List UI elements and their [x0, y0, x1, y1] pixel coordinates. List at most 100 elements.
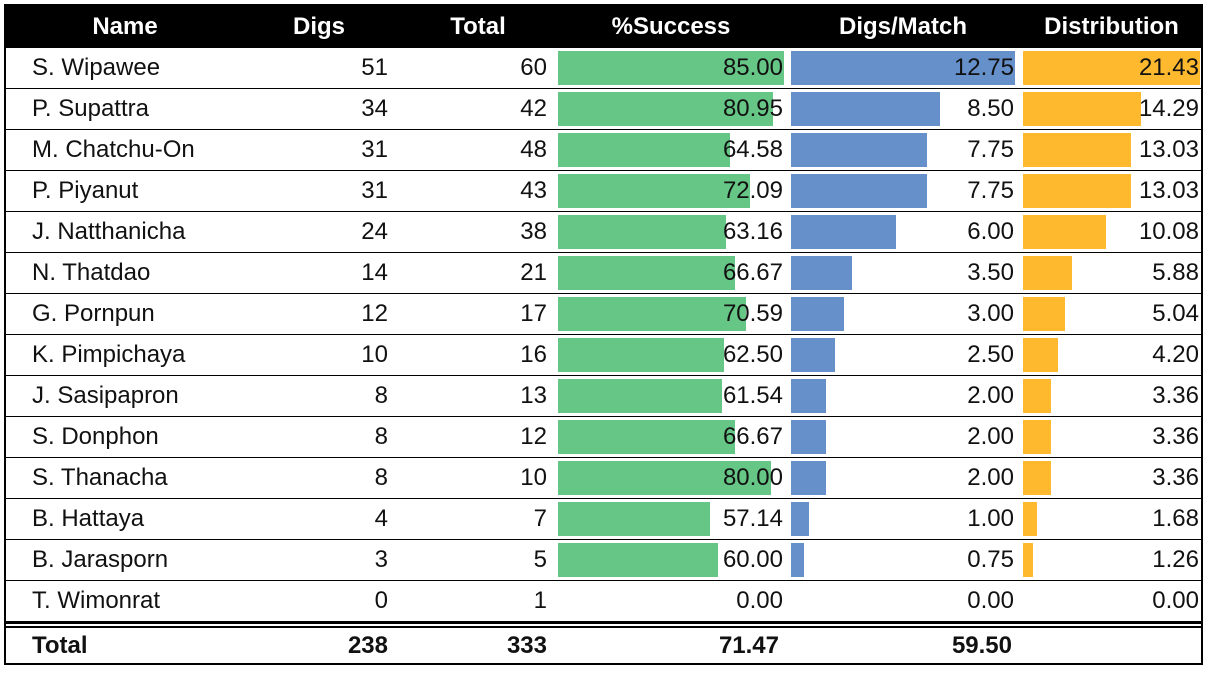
- digs-per-match-bar: [791, 461, 826, 495]
- distribution-bar: [1023, 256, 1072, 290]
- table-row: G. Pornpun 12 17 70.59 3.00 5.04: [6, 294, 1201, 335]
- total-value: 60: [520, 54, 547, 81]
- digs-per-match-value: 3.00: [967, 300, 1014, 327]
- success-value: 80.95: [722, 95, 783, 122]
- distribution-bar: [1023, 215, 1106, 249]
- distribution-bar: [1023, 174, 1131, 208]
- player-name: K. Pimpichaya: [32, 341, 186, 368]
- digs-per-match-bar: [791, 215, 896, 249]
- total-separator-inner: [6, 626, 1201, 628]
- header-success: %Success: [611, 13, 731, 40]
- success-value: 66.67: [722, 423, 783, 450]
- success-value: 61.54: [722, 382, 783, 409]
- success-bar: [558, 461, 771, 495]
- total-label: Total: [32, 632, 88, 659]
- digs-value: 12: [361, 300, 388, 327]
- header-name: Name: [92, 13, 158, 40]
- distribution-value: 13.03: [1138, 177, 1199, 204]
- success-bar: [558, 215, 726, 249]
- table-row: M. Chatchu-On 31 48 64.58 7.75 13.03: [6, 130, 1201, 171]
- success-value: 60.00: [722, 546, 783, 573]
- success-value: 70.59: [722, 300, 783, 327]
- total-value: 13: [520, 382, 547, 409]
- table-row: N. Thatdao 14 21 66.67 3.50 5.88: [6, 253, 1201, 294]
- success-bar: [558, 133, 730, 167]
- success-value: 64.58: [722, 136, 783, 163]
- digs-per-match-value: 3.50: [967, 259, 1014, 286]
- player-name: S. Donphon: [32, 423, 159, 450]
- header-digs: Digs: [292, 13, 345, 40]
- distribution-value: 1.68: [1152, 505, 1199, 532]
- digs-per-match-bar: [791, 502, 809, 536]
- table-row: S. Wipawee 51 60 85.00 12.75 21.43: [6, 48, 1201, 89]
- total-value: 1: [533, 587, 547, 614]
- digs-per-match-value: 0.75: [967, 546, 1014, 573]
- total-total: 333: [506, 632, 547, 659]
- table-row: J. Sasipapron 8 13 61.54 2.00 3.36: [6, 376, 1201, 417]
- distribution-bar: [1023, 51, 1200, 85]
- total-value: 7: [533, 505, 547, 532]
- player-name: S. Wipawee: [32, 54, 161, 81]
- success-bar: [558, 174, 750, 208]
- digs-per-match-bar: [791, 92, 940, 126]
- total-value: 48: [520, 136, 547, 163]
- digs-per-match-value: 6.00: [967, 218, 1014, 245]
- distribution-bar: [1023, 133, 1131, 167]
- table-row: P. Supattra 34 42 80.95 8.50 14.29: [6, 89, 1201, 130]
- player-name: B. Jarasporn: [32, 546, 169, 573]
- total-digs: 238: [347, 632, 388, 659]
- success-bar: [558, 256, 735, 290]
- success-bar: [558, 502, 710, 536]
- success-value: 57.14: [722, 505, 783, 532]
- distribution-value: 21.43: [1138, 54, 1199, 81]
- player-name: M. Chatchu-On: [32, 136, 195, 163]
- digs-per-match-value: 2.00: [967, 464, 1014, 491]
- digs-per-match-bar: [791, 420, 826, 454]
- digs-per-match-bar: [791, 174, 927, 208]
- digs-per-match-value: 0.00: [967, 587, 1014, 614]
- digs-value: 8: [374, 464, 388, 491]
- digs-value: 34: [361, 95, 388, 122]
- total-row: Total 238 333 71.47 59.50: [6, 622, 1201, 667]
- table-row: B. Jarasporn 3 5 60.00 0.75 1.26: [6, 540, 1201, 581]
- table-row: J. Natthanicha 24 38 63.16 6.00 10.08: [6, 212, 1201, 253]
- table-row: B. Hattaya 4 7 57.14 1.00 1.68: [6, 499, 1201, 540]
- digs-per-match-value: 7.75: [967, 177, 1014, 204]
- digs-per-match-bar: [791, 338, 835, 372]
- digs-per-match-bar: [791, 256, 852, 290]
- total-separator: [6, 622, 1201, 624]
- digs-per-match-bar: [791, 133, 927, 167]
- header-digs-match: Digs/Match: [838, 13, 967, 40]
- digs-stats-table: Name Digs Total %Success Digs/Match Dist…: [4, 4, 1203, 665]
- digs-value: 31: [361, 177, 388, 204]
- digs-per-match-value: 2.00: [967, 382, 1014, 409]
- total-value: 16: [520, 341, 547, 368]
- digs-value: 31: [361, 136, 388, 163]
- success-bar: [558, 420, 735, 454]
- player-name: G. Pornpun: [32, 300, 155, 327]
- player-name: P. Supattra: [32, 95, 149, 122]
- table-row: T. Wimonrat 0 1 0.00 0.00 0.00: [6, 581, 1201, 622]
- header-total: Total: [450, 13, 506, 40]
- total-value: 43: [520, 177, 547, 204]
- distribution-value: 3.36: [1152, 382, 1199, 409]
- success-bar: [558, 543, 718, 577]
- total-value: 17: [520, 300, 547, 327]
- digs-value: 8: [374, 423, 388, 450]
- total-digs-match: 59.50: [951, 632, 1012, 659]
- distribution-value: 10.08: [1138, 218, 1199, 245]
- digs-per-match-value: 12.75: [953, 54, 1014, 81]
- digs-value: 0: [374, 587, 388, 614]
- digs-value: 14: [361, 259, 388, 286]
- player-name: J. Natthanicha: [32, 218, 186, 245]
- player-name: N. Thatdao: [32, 259, 151, 286]
- digs-per-match-bar: [791, 379, 826, 413]
- distribution-value: 3.36: [1152, 464, 1199, 491]
- total-success: 71.47: [718, 632, 779, 659]
- success-bar: [558, 51, 784, 85]
- success-value: 80.00: [722, 464, 783, 491]
- success-value: 63.16: [722, 218, 783, 245]
- distribution-value: 4.20: [1152, 341, 1199, 368]
- total-value: 42: [520, 95, 547, 122]
- digs-per-match-value: 8.50: [967, 95, 1014, 122]
